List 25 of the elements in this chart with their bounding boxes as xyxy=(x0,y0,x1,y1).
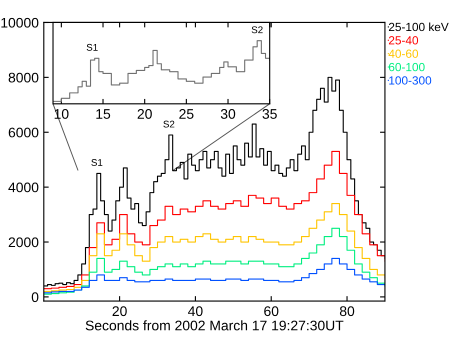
legend-label: 40-60 xyxy=(388,50,418,58)
x-axis-title: Seconds from 2002 March 17 19:27:30UT xyxy=(86,320,344,330)
x-tick-label: 15 xyxy=(96,109,110,119)
legend-label: 25-100 keV xyxy=(388,22,449,32)
x-tick-label: 20 xyxy=(112,306,127,316)
y-tick-label: 6000 xyxy=(8,128,38,138)
y-tick-label: 8000 xyxy=(8,72,38,83)
legend-label: 60-100 xyxy=(388,62,425,72)
x-tick-label: 60 xyxy=(264,306,278,316)
annotation: S2 xyxy=(163,120,174,128)
x-tick-label: 30 xyxy=(220,109,236,119)
annotation: S1 xyxy=(86,44,98,51)
x-tick-label: 80 xyxy=(340,306,354,316)
y-tick-label: 0 xyxy=(32,292,38,302)
y-tick-label: 10000 xyxy=(1,18,38,28)
y-tick-label: 4000 xyxy=(8,182,38,192)
legend-label: 25-40 xyxy=(388,36,418,45)
x-tick-label: 35 xyxy=(262,109,277,119)
x-tick-label: 25 xyxy=(179,109,194,119)
y-tick-label: 2000 xyxy=(8,237,38,248)
legend-label: 100-300 xyxy=(389,76,432,85)
x-tick-label: 40 xyxy=(188,306,203,316)
x-tick-label: 20 xyxy=(138,109,152,119)
annotation: S1 xyxy=(91,159,102,166)
annotation: S2 xyxy=(252,26,263,34)
